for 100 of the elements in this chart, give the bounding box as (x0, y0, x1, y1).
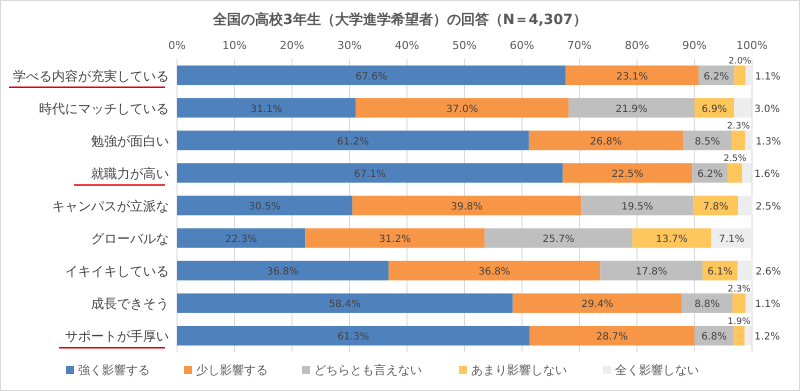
bar (177, 163, 563, 183)
y-tick-label: グローバルな (91, 232, 169, 248)
bar (177, 260, 389, 280)
x-tick-label: 90% (682, 39, 707, 52)
bar (732, 130, 746, 150)
data-label: 19.5% (621, 202, 654, 212)
data-label: 37.0% (446, 104, 478, 115)
bar (177, 293, 513, 313)
data-label: 1.1% (755, 71, 780, 82)
bar (734, 66, 746, 86)
bar (734, 326, 745, 346)
bar (744, 326, 752, 346)
bar (528, 130, 683, 150)
data-label: 61.2% (337, 136, 369, 148)
y-tick-label: サポートが手厚い (65, 330, 169, 345)
legend-label: あまり影響しない (471, 363, 567, 377)
data-label: 22.5% (612, 168, 644, 180)
data-label: 1.3% (756, 136, 781, 148)
bar (484, 228, 632, 248)
y-tick-label: キャンパスが立派な (52, 198, 169, 214)
bar (683, 130, 732, 150)
data-label: 30.5% (248, 202, 281, 212)
bar (728, 163, 742, 183)
data-label: 22.3% (225, 234, 258, 246)
data-label: 7.1% (718, 234, 744, 246)
bar (177, 326, 530, 346)
data-label: 31.1% (250, 104, 282, 115)
data-label: 1.2% (754, 332, 780, 343)
legend-label: どちらとも言えない (314, 363, 422, 377)
y-tick-label: 学べる内容が充実している (13, 68, 169, 84)
bar (682, 293, 732, 313)
x-tick-label: 0% (168, 39, 186, 52)
bar (734, 98, 752, 118)
y-tick-label: 就職力が高い (91, 166, 169, 182)
bar (388, 260, 600, 280)
bar (177, 66, 566, 86)
bar (177, 98, 356, 118)
y-tick-label: 時代にマッチしている (39, 102, 169, 117)
legend-label: 少し影響する (196, 363, 268, 377)
data-label: 67.1% (354, 168, 386, 180)
bar (352, 196, 582, 216)
data-label: 23.1% (616, 71, 648, 82)
data-label: 26.8% (590, 136, 622, 148)
bar (632, 228, 712, 248)
data-label: 2.5% (756, 202, 781, 212)
y-tick-label: イキイキしている (65, 264, 169, 280)
data-label: 8.5% (694, 136, 720, 148)
bar (738, 196, 753, 216)
legend-label: 全く影響しない (615, 363, 699, 377)
x-tick-label: 20% (280, 39, 304, 52)
bar (562, 163, 692, 183)
data-label: 67.6% (355, 71, 388, 82)
x-tick-label: 40% (394, 39, 420, 52)
bar (745, 130, 753, 150)
data-label: 3.0% (754, 104, 780, 115)
data-label: 61.3% (337, 332, 370, 343)
data-label: 25.7% (542, 234, 574, 246)
data-label: 36.8% (266, 266, 299, 278)
bar (711, 228, 752, 248)
bar (568, 98, 694, 118)
data-label: 6.9% (702, 104, 728, 115)
data-label: 13.7% (656, 234, 688, 246)
data-label: 1.6% (754, 168, 780, 180)
data-label: 2.0% (728, 56, 752, 67)
data-label: 17.8% (635, 266, 668, 278)
data-label: 2.6% (756, 266, 781, 278)
x-tick-label: 100% (736, 39, 768, 52)
bar (581, 196, 694, 216)
data-label: 1.1% (755, 299, 780, 310)
legend-label: 強く影響する (78, 363, 150, 377)
y-tick-label: 勉強が面白い (91, 134, 169, 150)
bar (746, 293, 752, 313)
bar (512, 293, 682, 313)
chart-title: 全国の高校3年生（大学進学希望者）の回答（N＝4,307） (212, 11, 587, 28)
data-label: 2.5% (724, 154, 747, 164)
data-label: 6.1% (707, 266, 733, 278)
bar (529, 326, 694, 346)
data-label: 31.2% (379, 234, 411, 246)
x-tick-label: 50% (452, 39, 477, 52)
bar (732, 293, 746, 313)
data-label: 28.7% (596, 332, 628, 343)
data-label: 36.8% (478, 266, 510, 278)
data-label: 29.4% (581, 299, 614, 310)
bar (693, 196, 738, 216)
data-label: 39.8% (450, 202, 483, 212)
data-label: 58.4% (329, 299, 361, 310)
data-label: 6.2% (697, 168, 723, 180)
bar (177, 130, 529, 150)
bar (600, 260, 703, 280)
data-label: 2.3% (728, 284, 751, 294)
bar (742, 163, 752, 183)
x-tick-label: 80% (624, 39, 650, 52)
bar (177, 196, 352, 216)
data-label: 21.9% (616, 104, 648, 115)
bar (305, 228, 485, 248)
x-tick-label: 60% (510, 39, 534, 52)
x-tick-label: 30% (337, 39, 362, 52)
data-label: 1.9% (728, 316, 751, 327)
x-tick-label: 10% (222, 39, 247, 52)
bar (566, 66, 699, 86)
